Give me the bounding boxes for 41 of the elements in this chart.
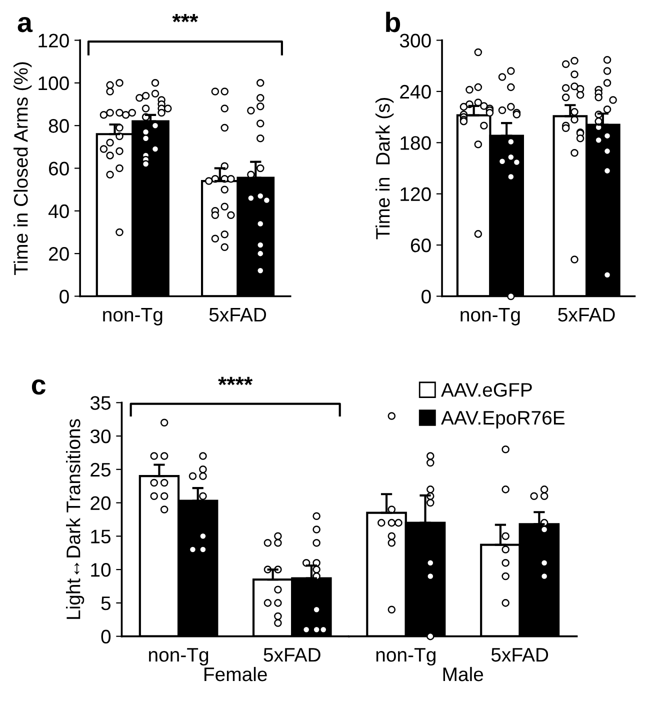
y-tick-label: 35	[90, 396, 111, 410]
y-tick-label: 300	[400, 34, 431, 48]
chart-title: b	[386, 12, 400, 32]
y-tick-label: 0	[60, 290, 69, 304]
y-tick-label: 120	[38, 34, 69, 48]
y-tick-label: 30	[90, 429, 111, 444]
y-tick-label: 100	[38, 76, 69, 90]
y-axis-title: Time in Closed Arms (%)	[14, 62, 32, 275]
x-tick-label: non-Tg	[376, 648, 436, 666]
x-tick-label: 5xFAD	[491, 648, 548, 662]
x-tick-label: non-Tg	[460, 308, 520, 326]
x-tick-label: non-Tg	[103, 308, 162, 326]
x-axis-title: Male	[443, 666, 484, 682]
chart-title: c	[32, 379, 46, 395]
y-tick-label: 60	[410, 238, 431, 252]
x-tick-label: 5xFAD	[264, 648, 320, 662]
y-tick-label: 240	[400, 84, 431, 99]
y-tick-label: 5	[101, 596, 111, 610]
y-axis-title: Time in Dark (s)	[375, 98, 394, 240]
x-tick-label: non-Tg	[149, 648, 208, 666]
legend-label: AAV.EpoR76E	[441, 410, 565, 429]
text: ***	[172, 14, 198, 22]
y-tick-label: 80	[48, 119, 69, 133]
x-tick-label: 5xFAD	[558, 308, 615, 322]
y-tick-label: 20	[49, 247, 69, 261]
y-tick-label: 0	[422, 290, 431, 304]
y-tick-label: 25	[90, 462, 111, 477]
y-tick-label: 0	[101, 630, 111, 644]
x-axis-title: Female	[204, 666, 267, 682]
y-tick-label: 20	[90, 496, 111, 510]
text: ****	[218, 376, 253, 386]
y-tick-label: 120	[400, 187, 431, 202]
y-axis-title: Light↔Dark Transitions	[66, 419, 84, 619]
y-tick-label: 40	[48, 204, 69, 218]
chart-title: a	[18, 16, 33, 32]
y-tick-label: 180	[400, 136, 431, 150]
y-tick-label: 10	[91, 563, 111, 577]
x-tick-label: 5xFAD	[209, 308, 266, 322]
y-tick-label: 60	[49, 162, 69, 176]
legend-label: AAV.eGFP	[441, 382, 532, 397]
y-tick-label: 15	[91, 530, 111, 544]
